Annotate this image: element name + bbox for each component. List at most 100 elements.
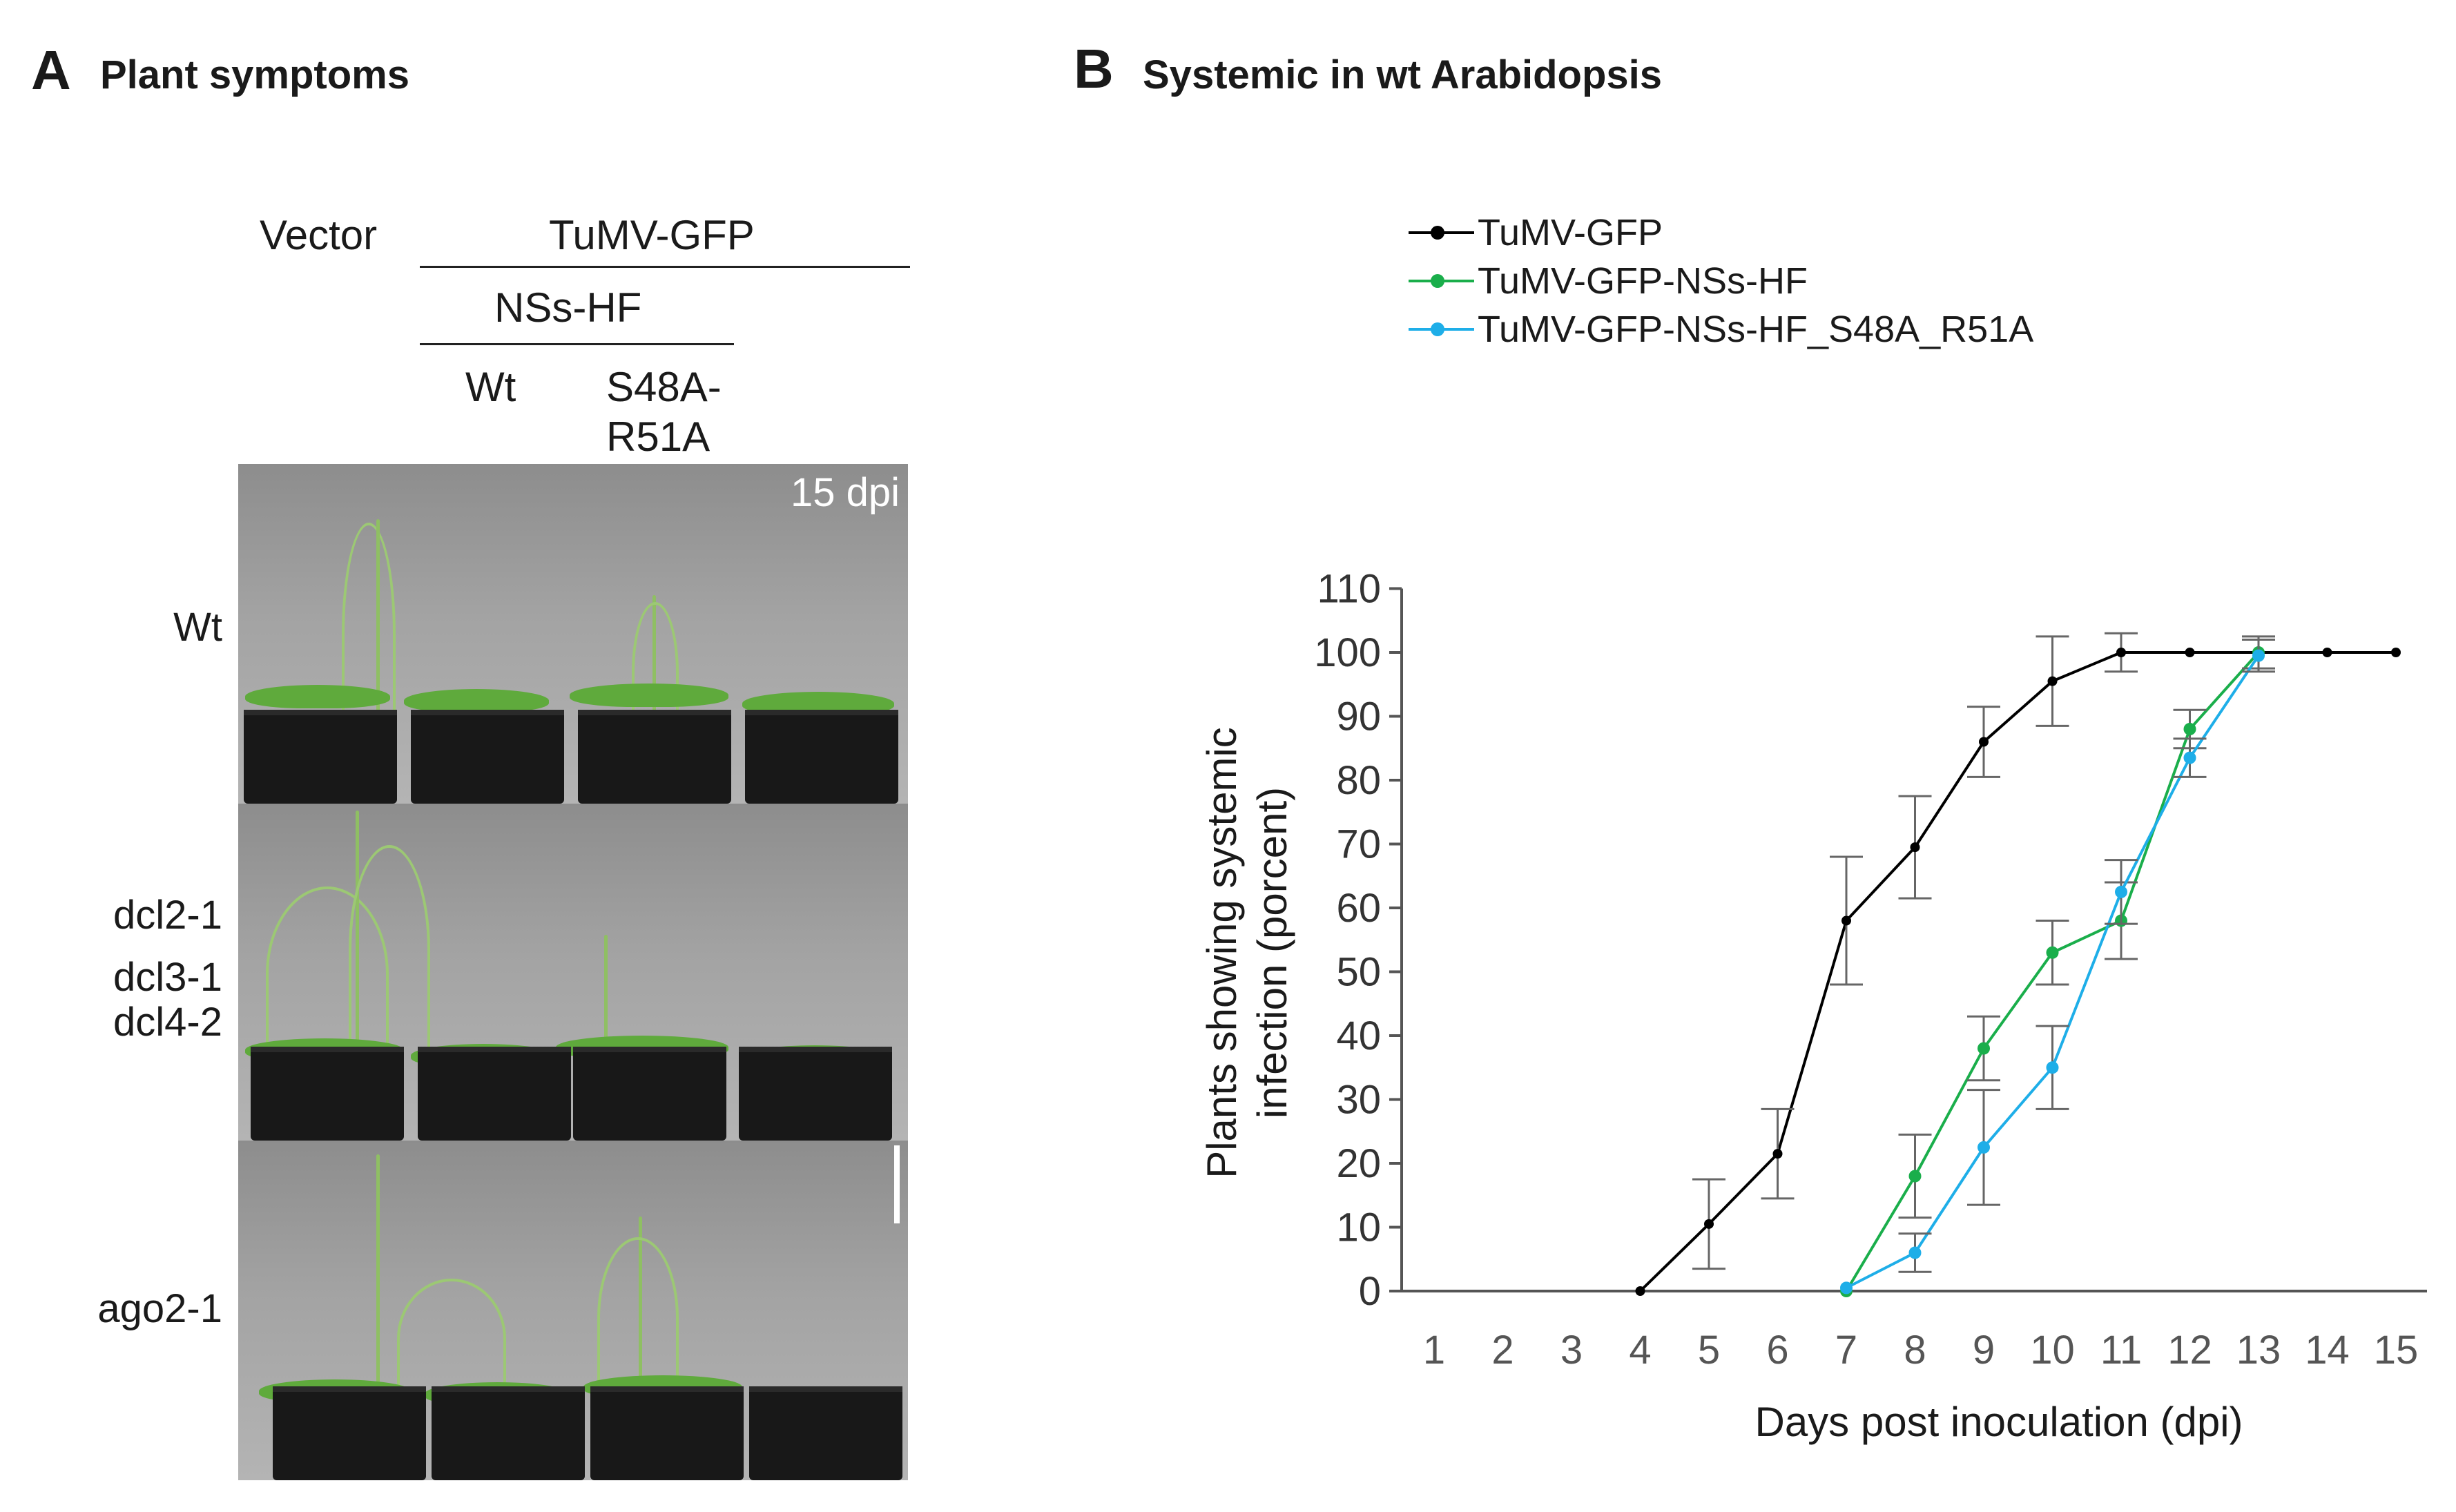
- series-3-point: [1978, 1141, 1990, 1154]
- series-1-point: [1979, 737, 1989, 747]
- pot: [273, 1386, 426, 1480]
- plant-bolt: [632, 602, 679, 743]
- x-tick-label: 9: [1973, 1328, 1995, 1373]
- x-tick-label: 4: [1629, 1328, 1651, 1373]
- series-3-point: [2183, 751, 2196, 764]
- header-tumv-gfp: TuMV-GFP: [549, 212, 755, 258]
- x-tick-label: 2: [1491, 1328, 1514, 1373]
- x-tick-label: 13: [2236, 1328, 2281, 1373]
- series-1-point: [2322, 648, 2332, 657]
- series-1-point: [1772, 1149, 1783, 1159]
- plant-photo-dcl: [238, 804, 908, 1141]
- header-nss-hf: NSs-HF: [494, 284, 642, 331]
- pot: [244, 710, 397, 804]
- series-3-point: [2252, 649, 2265, 662]
- y-tick-label: 50: [1336, 950, 1381, 995]
- plant-bolt: [597, 1237, 679, 1399]
- y-tick-label: 110: [1317, 567, 1381, 612]
- panel-b-letter: B: [1074, 38, 1114, 99]
- x-tick-label: 7: [1835, 1328, 1857, 1373]
- timepoint-label: 15 dpi: [790, 470, 900, 515]
- series-1-point: [1910, 842, 1920, 853]
- y-tick-label: 10: [1336, 1205, 1381, 1250]
- pot: [749, 1386, 902, 1480]
- pot: [578, 710, 731, 804]
- plant-bolt: [349, 845, 430, 1055]
- y-axis-label-line1: Plants showing systemic: [1199, 727, 1245, 1179]
- plant-bolt: [342, 523, 396, 746]
- series-3-point: [2046, 1061, 2059, 1074]
- plant-photo-wt: 15 dpi: [238, 464, 908, 804]
- legend-series-1-label: TuMV-GFP: [1478, 212, 1663, 253]
- series-3-point: [1908, 1246, 1922, 1259]
- row-label-dcl4: dcl4-2: [113, 1000, 222, 1045]
- pot: [739, 1047, 892, 1141]
- plant-stem: [604, 935, 608, 1066]
- legend-series-1-marker: [1431, 226, 1444, 240]
- x-tick-label: 6: [1766, 1328, 1788, 1373]
- series-2-point: [1978, 1042, 1990, 1055]
- x-tick-label: 12: [2167, 1328, 2212, 1373]
- plant-rosette: [404, 689, 549, 713]
- series-1-point: [1841, 915, 1851, 926]
- scale-bar: [894, 1145, 900, 1223]
- pot: [251, 1047, 404, 1141]
- plant-stem: [376, 1154, 380, 1396]
- header-vector: Vector: [260, 212, 378, 258]
- plant-rosette: [570, 684, 728, 707]
- row-label-wt: Wt: [173, 605, 222, 650]
- series-1-point: [2185, 648, 2195, 657]
- x-tick-label: 11: [2100, 1328, 2142, 1373]
- series-1-line: [1639, 651, 2396, 1292]
- legend-series-3-label: TuMV-GFP-NSs-HF_S48A_R51A: [1478, 309, 2033, 350]
- plant-stem: [376, 519, 380, 747]
- y-tick-label: 90: [1336, 695, 1381, 739]
- x-axis-label: Days post inoculation (dpi): [1754, 1399, 2243, 1445]
- legend-series-2-label: TuMV-GFP-NSs-HF: [1478, 260, 1808, 302]
- pot: [573, 1047, 726, 1141]
- y-tick-label: 100: [1314, 630, 1381, 675]
- legend-series-2-marker: [1431, 274, 1444, 288]
- panel-a-letter: A: [31, 39, 71, 101]
- x-tick-label: 15: [2374, 1328, 2419, 1373]
- y-tick-label: 40: [1336, 1014, 1381, 1058]
- panel-a-title: Plant symptoms: [100, 52, 409, 97]
- series-1-point: [1704, 1219, 1714, 1229]
- header-rule-nss: [420, 343, 734, 345]
- pot: [411, 710, 564, 804]
- series-1-point: [2391, 648, 2401, 657]
- y-tick-label: 30: [1336, 1078, 1381, 1123]
- header-rule-tumv: [420, 266, 910, 268]
- plant-rosette: [245, 685, 390, 708]
- series-3-point: [2115, 885, 2127, 898]
- y-tick-label: 0: [1359, 1269, 1381, 1314]
- series-1-point: [1635, 1286, 1645, 1296]
- header-mutant-line1: S48A-: [606, 364, 722, 410]
- y-tick-label: 60: [1336, 886, 1381, 931]
- header-wt: Wt: [465, 364, 516, 410]
- series-1-point: [2116, 648, 2126, 657]
- x-tick-label: 5: [1698, 1328, 1720, 1373]
- pot: [745, 710, 898, 804]
- x-tick-label: 14: [2305, 1328, 2350, 1373]
- plant-photo-ago2: [238, 1141, 908, 1480]
- row-label-ago2: ago2-1: [97, 1286, 222, 1331]
- series-1-point: [2047, 676, 2058, 686]
- y-tick-label: 70: [1336, 822, 1381, 867]
- plant-bolt: [397, 1279, 506, 1399]
- pot: [432, 1386, 585, 1480]
- x-tick-label: 3: [1560, 1328, 1583, 1373]
- y-tick-label: 20: [1336, 1141, 1381, 1186]
- pot: [418, 1047, 571, 1141]
- series-2-point: [1908, 1170, 1922, 1183]
- row-label-dcl3: dcl3-1: [113, 955, 222, 1000]
- x-tick-label: 10: [2030, 1328, 2075, 1373]
- y-axis-label-line2: infection (porcent): [1249, 787, 1295, 1118]
- pot: [590, 1386, 744, 1480]
- x-tick-label: 1: [1423, 1328, 1445, 1373]
- y-tick-label: 80: [1336, 758, 1381, 803]
- series-3-point: [1840, 1281, 1853, 1295]
- legend-series-3-marker: [1431, 322, 1444, 336]
- header-mutant-line2: R51A: [606, 414, 710, 460]
